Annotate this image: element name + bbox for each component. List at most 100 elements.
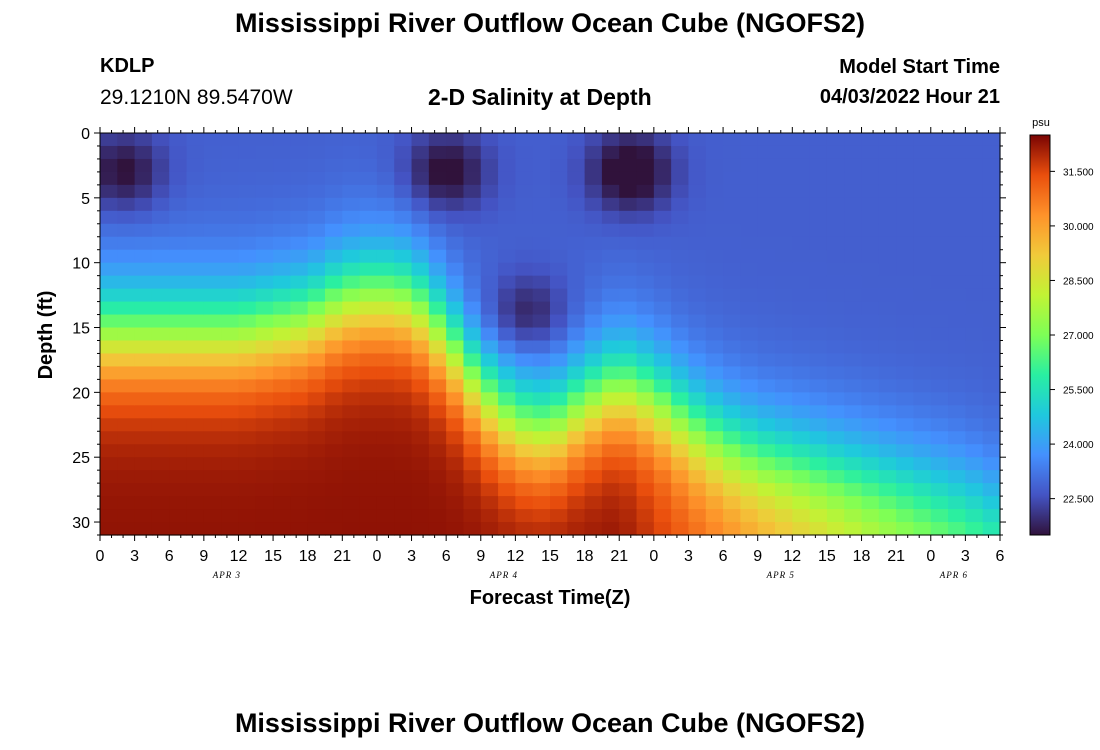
heatmap-cell bbox=[446, 184, 465, 199]
heatmap-cell bbox=[584, 249, 603, 264]
heatmap-cell bbox=[532, 470, 551, 484]
heatmap-cell bbox=[757, 197, 776, 212]
heatmap-cell bbox=[273, 431, 291, 445]
heatmap-cell bbox=[619, 133, 638, 147]
x-tick-label: 12 bbox=[783, 548, 801, 565]
heatmap-cell bbox=[826, 210, 845, 225]
heatmap-cell bbox=[325, 444, 343, 458]
heatmap-cell bbox=[896, 249, 915, 264]
heatmap-cell bbox=[151, 392, 170, 406]
heatmap-cell bbox=[688, 301, 707, 316]
heatmap-cell bbox=[394, 496, 413, 510]
heatmap-cell bbox=[896, 340, 915, 355]
heatmap-cell bbox=[653, 223, 672, 238]
heatmap-cell bbox=[169, 133, 188, 147]
heatmap-cell bbox=[688, 236, 707, 251]
heatmap-cell bbox=[532, 275, 551, 290]
heatmap-cell bbox=[203, 314, 222, 329]
heatmap-cell bbox=[255, 145, 274, 160]
heatmap-cell bbox=[636, 431, 655, 445]
heatmap-cell bbox=[601, 470, 620, 484]
heatmap-cell bbox=[948, 145, 966, 160]
heatmap-cell bbox=[134, 133, 153, 147]
heatmap-cell bbox=[480, 405, 499, 419]
heatmap-cell bbox=[965, 496, 984, 510]
heatmap-cell bbox=[619, 314, 638, 329]
heatmap-cell bbox=[411, 301, 430, 316]
heatmap-cell bbox=[169, 509, 188, 523]
heatmap-cell bbox=[982, 145, 1001, 160]
heatmap-cell bbox=[740, 457, 759, 471]
heatmap-cell bbox=[117, 210, 136, 225]
heatmap-cell bbox=[705, 405, 724, 419]
heatmap-cell bbox=[826, 275, 845, 290]
heatmap-cell bbox=[532, 223, 551, 238]
heatmap-cell bbox=[982, 275, 1001, 290]
heatmap-cell bbox=[290, 418, 309, 432]
colorbar bbox=[1029, 134, 1051, 536]
heatmap-cell bbox=[861, 171, 880, 186]
heatmap-cell bbox=[948, 158, 966, 173]
heatmap-cell bbox=[307, 327, 326, 342]
colorbar-tick-label: 24.000 bbox=[1063, 440, 1094, 451]
heatmap-cell bbox=[913, 133, 932, 147]
heatmap-cell bbox=[255, 496, 274, 510]
heatmap-cell bbox=[394, 366, 413, 380]
heatmap-cell bbox=[480, 444, 499, 458]
heatmap-cell bbox=[913, 171, 932, 186]
heatmap-cell bbox=[913, 145, 932, 160]
heatmap-cell bbox=[671, 223, 690, 238]
heatmap-cell bbox=[757, 444, 776, 458]
heatmap-cell bbox=[238, 171, 257, 186]
heatmap-cell bbox=[134, 379, 153, 393]
heatmap-cell bbox=[273, 223, 291, 238]
heatmap-cell bbox=[584, 236, 603, 251]
heatmap-cell bbox=[965, 262, 984, 277]
day-label: APR 4 bbox=[489, 570, 518, 580]
heatmap-cell bbox=[446, 457, 465, 471]
heatmap-cell bbox=[117, 301, 136, 316]
heatmap-cell bbox=[446, 197, 465, 212]
heatmap-cell bbox=[255, 301, 274, 316]
heatmap-cell bbox=[636, 470, 655, 484]
heatmap-cell bbox=[619, 353, 638, 368]
heatmap-cell bbox=[982, 444, 1001, 458]
heatmap-cell bbox=[861, 431, 880, 445]
heatmap-cell bbox=[376, 158, 395, 173]
heatmap-cell bbox=[342, 496, 361, 510]
heatmap-cell bbox=[273, 171, 291, 186]
heatmap-cell bbox=[809, 483, 828, 497]
heatmap-cell bbox=[861, 405, 880, 419]
heatmap-cell bbox=[705, 184, 724, 199]
heatmap-cell bbox=[688, 145, 707, 160]
heatmap-cell bbox=[636, 262, 655, 277]
heatmap-cell bbox=[446, 522, 465, 536]
heatmap-cell bbox=[567, 431, 586, 445]
heatmap-cell bbox=[740, 483, 759, 497]
heatmap-cell bbox=[550, 236, 568, 251]
heatmap-cell bbox=[480, 483, 499, 497]
heatmap-cell bbox=[428, 288, 447, 303]
heatmap-cell bbox=[809, 522, 828, 536]
heatmap-cell bbox=[169, 223, 188, 238]
heatmap-cell bbox=[480, 301, 499, 316]
heatmap-cell bbox=[601, 483, 620, 497]
heatmap-cell bbox=[325, 145, 343, 160]
heatmap-cell bbox=[775, 301, 793, 316]
x-tick-label: 3 bbox=[130, 548, 139, 565]
heatmap-cell bbox=[861, 210, 880, 225]
heatmap-cell bbox=[878, 262, 897, 277]
heatmap-cell bbox=[411, 418, 430, 432]
heatmap-cell bbox=[203, 262, 222, 277]
heatmap-cell bbox=[480, 275, 499, 290]
heatmap-cell bbox=[601, 444, 620, 458]
heatmap-cell bbox=[878, 340, 897, 355]
heatmap-cell bbox=[809, 314, 828, 329]
heatmap-cell bbox=[221, 184, 240, 199]
heatmap-cell bbox=[878, 158, 897, 173]
heatmap-cell bbox=[601, 184, 620, 199]
heatmap-cell bbox=[567, 133, 586, 147]
heatmap-cell bbox=[930, 249, 949, 264]
heatmap-cell bbox=[775, 314, 793, 329]
colorbar-tick-label: 22.500 bbox=[1063, 495, 1094, 506]
